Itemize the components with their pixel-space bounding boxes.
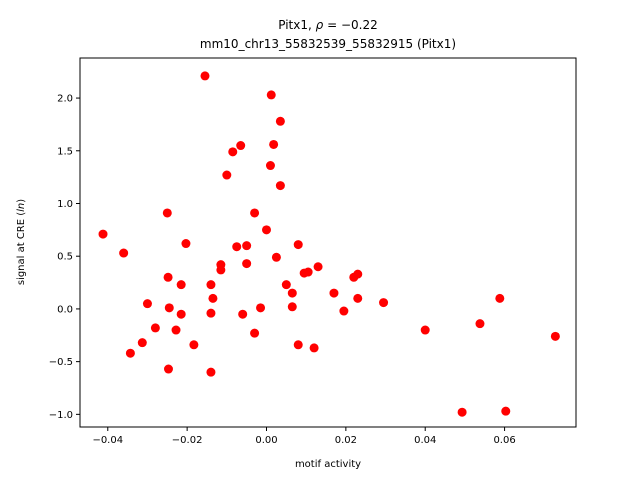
data-point [550,331,560,341]
data-point [265,161,275,171]
data-point [242,259,252,269]
data-point [98,229,108,239]
x-tick-label: 0.04 [414,435,436,446]
data-point [176,309,186,319]
plot-area-frame [79,57,577,428]
data-point [309,343,319,353]
data-point [293,240,303,250]
data-point [200,71,210,81]
y-axis-label: signal at CRE (ln) [16,199,27,285]
data-point [119,248,129,258]
data-point [206,367,216,377]
chart-title-line1: Pitx1, ρ = −0.22 [278,18,377,32]
x-tick-label: −0.04 [92,435,123,446]
data-point [236,141,246,151]
x-axis-label: motif activity [295,459,361,470]
x-tick-label: −0.02 [172,435,203,446]
data-point [206,280,216,290]
data-point [287,302,297,312]
data-point [250,208,260,218]
y-axis-ticks: −1.0 −0.5 0.0 0.5 1.0 1.5 2.0 [49,94,80,421]
data-points [98,71,560,417]
x-tick-label: 0.02 [335,435,357,446]
data-point [150,323,160,333]
data-point [269,139,279,149]
data-point [303,267,313,277]
data-point [181,239,191,249]
y-tick-label: −0.5 [49,357,73,368]
data-point [353,293,363,303]
data-point [171,325,181,335]
data-point [189,340,199,350]
data-point [271,252,281,262]
y-tick-label: 1.5 [57,146,73,157]
data-point [176,280,186,290]
data-point [232,242,242,252]
data-point [287,288,297,298]
data-point [261,225,271,235]
data-point [222,170,232,180]
data-point [379,298,389,308]
data-point [163,364,173,374]
data-point [293,340,303,350]
data-point [228,147,238,157]
data-point [329,288,339,298]
data-point [238,309,248,319]
data-point [275,181,285,191]
data-point [475,319,485,329]
data-point [216,265,226,275]
y-tick-label: −1.0 [49,410,73,421]
data-point [281,280,291,290]
data-point [142,299,152,309]
y-tick-label: 1.0 [57,199,73,210]
data-point [313,262,323,272]
data-point [208,293,218,303]
data-point [137,338,147,348]
x-tick-label: 0.00 [255,435,277,446]
data-point [457,407,467,417]
data-point [162,208,172,218]
data-point [275,116,285,126]
data-point [420,325,430,335]
x-axis-ticks: −0.04 −0.02 0.00 0.02 0.04 0.06 [92,427,516,446]
data-point [256,303,266,313]
data-point [339,306,349,316]
data-point [125,348,135,358]
y-tick-label: 0.0 [57,304,73,315]
data-point [250,328,260,338]
chart-title-line2: mm10_chr13_55832539_55832915 (Pitx1) [200,37,456,51]
data-point [501,406,511,416]
data-point [495,293,505,303]
x-tick-label: 0.06 [493,435,515,446]
data-point [206,308,216,318]
data-point [353,269,363,279]
y-tick-label: 0.5 [57,252,73,263]
data-point [266,90,276,100]
data-point [242,241,252,251]
y-tick-label: 2.0 [57,94,73,105]
data-point [163,272,173,282]
data-point [164,303,174,313]
